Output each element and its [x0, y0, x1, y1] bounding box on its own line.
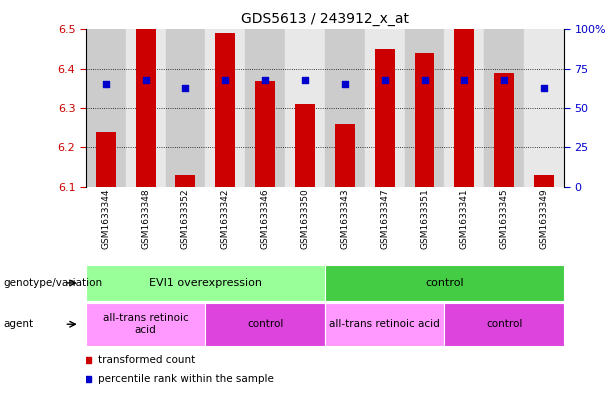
Text: control: control [247, 319, 283, 329]
Text: genotype/variation: genotype/variation [3, 278, 102, 288]
Bar [454, 29, 474, 187]
Bar [205, 303, 325, 346]
Bar [325, 303, 444, 346]
Point [261, 77, 270, 83]
Text: EVI1 overexpression: EVI1 overexpression [149, 278, 262, 288]
Bar [245, 29, 285, 187]
Point [141, 77, 151, 83]
Point [101, 81, 111, 88]
Text: agent: agent [3, 319, 33, 329]
Bar [86, 303, 205, 346]
Bar [175, 175, 196, 187]
Bar [166, 29, 205, 187]
Bar [325, 265, 564, 301]
Bar [484, 29, 524, 187]
Bar [365, 29, 405, 187]
Title: GDS5613 / 243912_x_at: GDS5613 / 243912_x_at [241, 12, 409, 26]
Bar [86, 265, 325, 301]
Point [499, 77, 509, 83]
Bar [295, 104, 315, 187]
Bar [414, 53, 435, 187]
Bar [86, 29, 126, 187]
Text: transformed count: transformed count [98, 354, 195, 365]
Bar [285, 29, 325, 187]
Bar [126, 29, 166, 187]
Point [221, 77, 230, 83]
Bar [135, 29, 156, 187]
Point [300, 77, 310, 83]
Bar [205, 29, 245, 187]
Bar [444, 29, 484, 187]
Bar [335, 124, 355, 187]
Bar [494, 73, 514, 187]
Point [460, 77, 470, 83]
Point [419, 77, 429, 83]
Text: all-trans retinoic acid: all-trans retinoic acid [329, 319, 440, 329]
Bar [96, 132, 116, 187]
Point [379, 77, 390, 83]
Text: control: control [425, 278, 464, 288]
Text: control: control [486, 319, 522, 329]
Bar [524, 29, 564, 187]
Point [340, 81, 349, 88]
Bar [255, 81, 275, 187]
Bar [405, 29, 444, 187]
Text: percentile rank within the sample: percentile rank within the sample [98, 374, 273, 384]
Bar [444, 303, 564, 346]
Text: all-trans retinoic
acid: all-trans retinoic acid [103, 314, 188, 335]
Bar [325, 29, 365, 187]
Point [539, 84, 549, 91]
Point [181, 84, 191, 91]
Bar [375, 49, 395, 187]
Bar [534, 175, 554, 187]
Bar [215, 33, 235, 187]
